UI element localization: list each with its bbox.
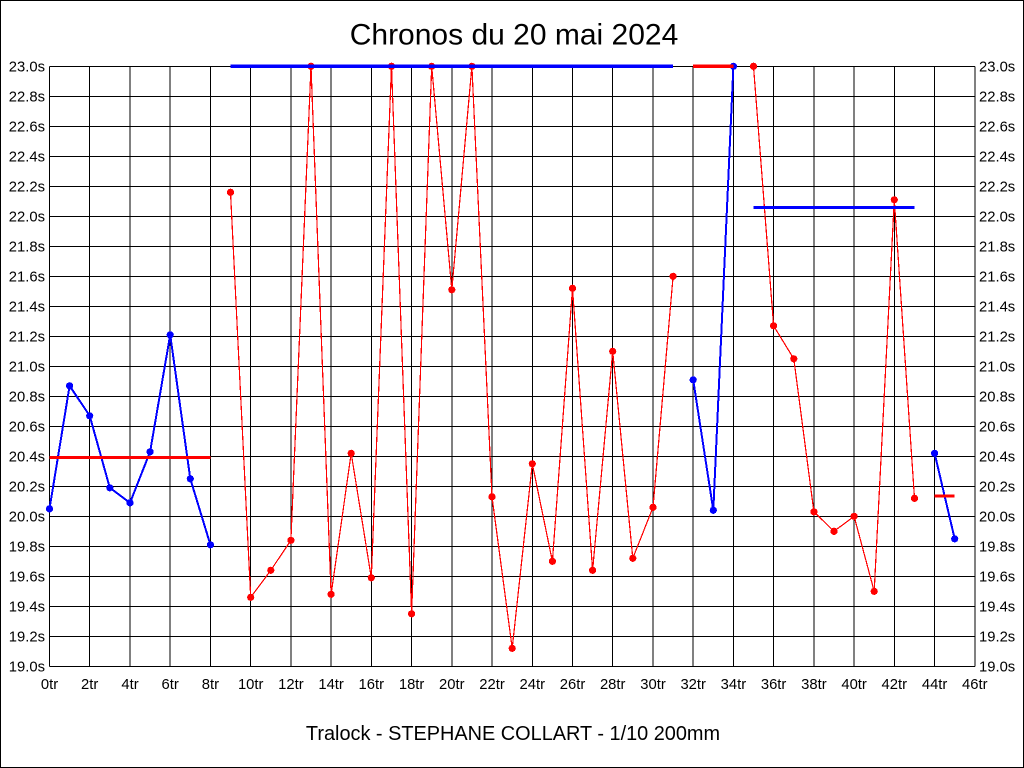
- svg-text:21.2s: 21.2s: [979, 330, 1015, 346]
- svg-text:46tr: 46tr: [962, 677, 988, 693]
- svg-text:2tr: 2tr: [81, 677, 98, 693]
- svg-text:22.4s: 22.4s: [9, 150, 45, 166]
- svg-text:22.2s: 22.2s: [979, 180, 1015, 196]
- svg-text:23.0s: 23.0s: [979, 60, 1015, 76]
- svg-text:20.4s: 20.4s: [9, 450, 45, 466]
- svg-text:19.6s: 19.6s: [9, 570, 45, 586]
- svg-text:19.8s: 19.8s: [9, 540, 45, 556]
- svg-text:26tr: 26tr: [560, 677, 586, 693]
- svg-text:34tr: 34tr: [721, 677, 747, 693]
- svg-text:21.8s: 21.8s: [9, 240, 45, 256]
- svg-text:21.0s: 21.0s: [9, 360, 45, 376]
- svg-text:23.0s: 23.0s: [9, 60, 45, 76]
- svg-text:Tralock - STEPHANE COLLART - 1: Tralock - STEPHANE COLLART - 1/10 200mm: [306, 723, 720, 745]
- svg-text:44tr: 44tr: [922, 677, 948, 693]
- svg-text:20.6s: 20.6s: [9, 420, 45, 436]
- svg-text:19.0s: 19.0s: [979, 660, 1015, 676]
- svg-text:32tr: 32tr: [680, 677, 706, 693]
- svg-text:20.0s: 20.0s: [9, 510, 45, 526]
- svg-text:4tr: 4tr: [121, 677, 138, 693]
- svg-text:19.4s: 19.4s: [979, 600, 1015, 616]
- svg-text:20.4s: 20.4s: [979, 450, 1015, 466]
- svg-text:20.0s: 20.0s: [979, 510, 1015, 526]
- svg-text:40tr: 40tr: [841, 677, 867, 693]
- svg-text:30tr: 30tr: [640, 677, 666, 693]
- svg-text:42tr: 42tr: [882, 677, 908, 693]
- svg-text:21.0s: 21.0s: [979, 360, 1015, 376]
- svg-text:21.6s: 21.6s: [9, 270, 45, 286]
- svg-text:18tr: 18tr: [399, 677, 425, 693]
- svg-text:22.0s: 22.0s: [9, 210, 45, 226]
- svg-text:22.6s: 22.6s: [9, 120, 45, 136]
- svg-text:19.0s: 19.0s: [9, 660, 45, 676]
- svg-text:12tr: 12tr: [278, 677, 304, 693]
- svg-text:21.4s: 21.4s: [9, 300, 45, 316]
- svg-text:20.2s: 20.2s: [979, 480, 1015, 496]
- svg-text:19.2s: 19.2s: [9, 630, 45, 646]
- svg-text:6tr: 6tr: [162, 677, 179, 693]
- svg-text:28tr: 28tr: [600, 677, 626, 693]
- svg-text:22.6s: 22.6s: [979, 120, 1015, 136]
- svg-text:22.0s: 22.0s: [979, 210, 1015, 226]
- svg-text:22tr: 22tr: [479, 677, 505, 693]
- svg-text:20.6s: 20.6s: [979, 420, 1015, 436]
- svg-text:0tr: 0tr: [41, 677, 58, 693]
- svg-text:24tr: 24tr: [520, 677, 546, 693]
- svg-text:19.2s: 19.2s: [979, 630, 1015, 646]
- svg-text:19.6s: 19.6s: [979, 570, 1015, 586]
- svg-text:21.2s: 21.2s: [9, 330, 45, 346]
- svg-text:38tr: 38tr: [801, 677, 827, 693]
- svg-text:22.8s: 22.8s: [979, 90, 1015, 106]
- svg-text:22.4s: 22.4s: [979, 150, 1015, 166]
- svg-text:22.2s: 22.2s: [9, 180, 45, 196]
- svg-text:21.6s: 21.6s: [979, 270, 1015, 286]
- svg-text:16tr: 16tr: [359, 677, 385, 693]
- svg-text:10tr: 10tr: [238, 677, 264, 693]
- svg-text:22.8s: 22.8s: [9, 90, 45, 106]
- svg-text:19.8s: 19.8s: [979, 540, 1015, 556]
- svg-text:36tr: 36tr: [761, 677, 787, 693]
- svg-text:20.8s: 20.8s: [979, 390, 1015, 406]
- svg-text:19.4s: 19.4s: [9, 600, 45, 616]
- svg-text:14tr: 14tr: [318, 677, 344, 693]
- svg-text:21.8s: 21.8s: [979, 240, 1015, 256]
- svg-text:20tr: 20tr: [439, 677, 465, 693]
- svg-text:20.8s: 20.8s: [9, 390, 45, 406]
- svg-text:Chronos du 20 mai 2024: Chronos du 20 mai 2024: [350, 19, 679, 52]
- svg-text:21.4s: 21.4s: [979, 300, 1015, 316]
- svg-text:20.2s: 20.2s: [9, 480, 45, 496]
- svg-text:8tr: 8tr: [202, 677, 219, 693]
